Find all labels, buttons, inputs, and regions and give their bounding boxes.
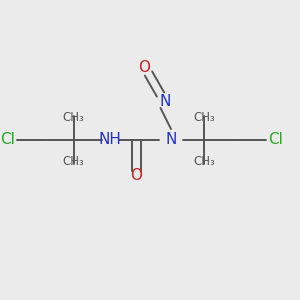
Text: Cl: Cl [0, 132, 15, 147]
Text: CH₃: CH₃ [193, 111, 215, 124]
Text: CH₃: CH₃ [63, 155, 84, 168]
Text: O: O [138, 60, 150, 75]
Text: O: O [130, 168, 142, 183]
Text: N: N [165, 132, 177, 147]
Text: CH₃: CH₃ [63, 111, 84, 124]
Text: CH₃: CH₃ [193, 155, 215, 168]
Text: N: N [159, 94, 171, 110]
Text: NH: NH [98, 132, 121, 147]
Text: Cl: Cl [268, 132, 284, 147]
